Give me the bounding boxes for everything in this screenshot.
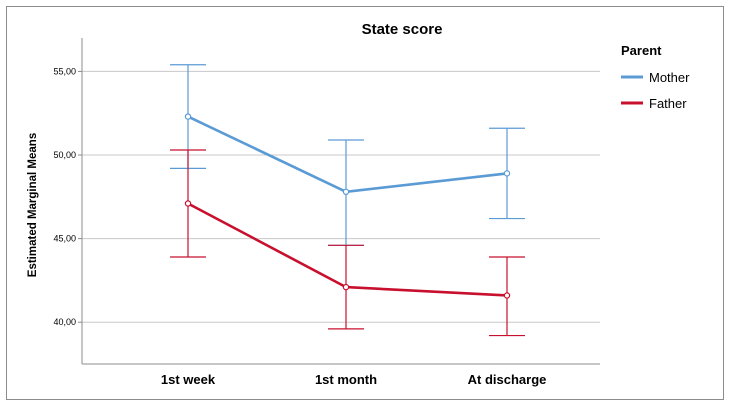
x-tick-label: 1st month xyxy=(315,372,377,387)
legend: Parent Mother Father xyxy=(621,43,690,111)
legend-label-father: Father xyxy=(649,96,687,111)
x-tick-labels: 1st week 1st month At discharge xyxy=(161,372,546,387)
series-father xyxy=(170,149,525,337)
y-tick-labels: 40,00 45,00 50,00 55,00 xyxy=(53,66,76,327)
data-point-father xyxy=(503,292,511,299)
y-axis-label: Estimated Marginal Means xyxy=(27,133,39,277)
data-point-father xyxy=(184,200,192,207)
data-point-mother xyxy=(184,113,192,120)
chart-title: State score xyxy=(362,21,443,38)
series-line-father xyxy=(187,202,508,297)
data-point-mother xyxy=(342,188,350,196)
legend-title: Parent xyxy=(621,43,662,58)
y-tick-label: 55,00 xyxy=(53,66,76,76)
gridlines xyxy=(78,70,600,323)
x-tick-label: 1st week xyxy=(161,372,216,387)
data-point-mother xyxy=(503,170,511,177)
series xyxy=(170,64,525,337)
y-tick-label: 45,00 xyxy=(53,234,76,244)
x-tick-label: At discharge xyxy=(468,372,547,387)
y-tick-label: 50,00 xyxy=(53,150,76,160)
series-line-mother xyxy=(187,115,508,194)
y-tick-label: 40,00 xyxy=(53,317,76,327)
series-mother xyxy=(170,64,525,246)
data-point-father xyxy=(342,283,350,291)
legend-label-mother: Mother xyxy=(649,70,690,85)
axes xyxy=(81,38,600,365)
